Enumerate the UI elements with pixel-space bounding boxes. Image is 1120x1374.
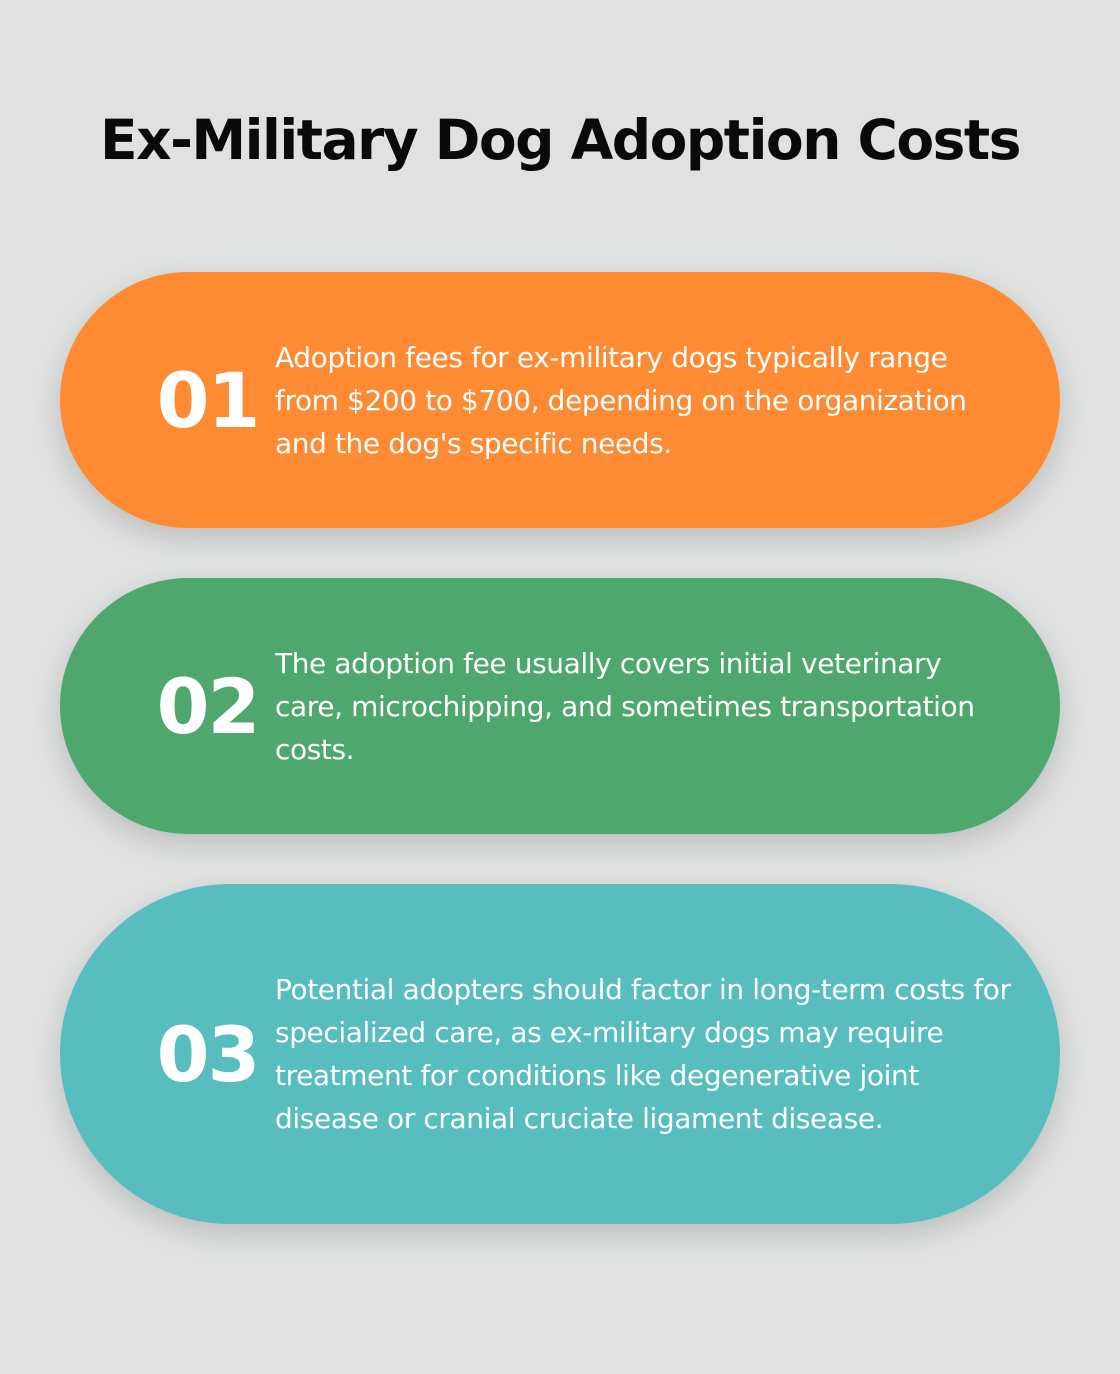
step-number: 03	[156, 1009, 261, 1099]
step-number: 02	[156, 661, 261, 751]
step-card-02: 02 The adoption fee usually covers initi…	[60, 578, 1060, 834]
step-card-03: 03 Potential adopters should factor in l…	[60, 884, 1060, 1224]
step-number: 01	[156, 355, 261, 445]
step-text: The adoption fee usually covers initial …	[275, 646, 975, 766]
step-text: Adoption fees for ex-military dogs typic…	[275, 340, 967, 460]
page-title: Ex-Military Dog Adoption Costs	[100, 108, 1021, 172]
step-card-01: 01 Adoption fees for ex-military dogs ty…	[60, 272, 1060, 528]
step-text: Potential adopters should factor in long…	[275, 973, 1011, 1135]
